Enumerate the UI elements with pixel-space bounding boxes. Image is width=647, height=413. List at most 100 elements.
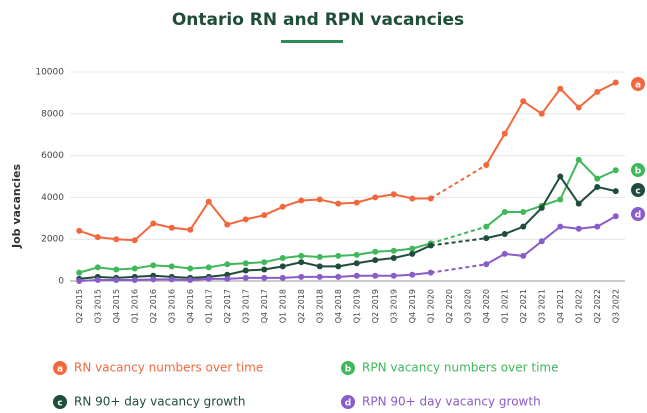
data-point [224, 275, 231, 282]
x-tick-label: Q1 2018 [278, 289, 287, 323]
data-point [76, 227, 83, 234]
data-point [594, 175, 601, 182]
legend-marker [341, 361, 355, 375]
data-point [279, 274, 286, 281]
data-point [353, 260, 360, 267]
series-line [485, 215, 617, 266]
gap-bridge [430, 237, 487, 247]
data-point [261, 259, 268, 266]
data-point [113, 276, 120, 283]
data-point [409, 250, 416, 257]
data-point [224, 261, 231, 268]
series-line [79, 271, 431, 282]
legend-marker [341, 395, 355, 409]
data-point [427, 195, 434, 202]
y-axis-label: Job vacancies [10, 164, 23, 249]
x-tick-label: Q3 2021 [537, 289, 546, 323]
data-point [594, 223, 601, 230]
data-point [168, 224, 175, 231]
data-point [316, 253, 323, 260]
x-tick-label: Q4 2021 [556, 289, 565, 323]
x-tick-label: Q1 2022 [574, 289, 583, 323]
legend-label: RPN vacancy numbers over time [362, 361, 558, 375]
data-point [427, 242, 434, 249]
data-point [242, 260, 249, 267]
end-marker-letter: a [635, 81, 641, 91]
y-tick-label: 2000 [41, 235, 64, 245]
data-point [298, 252, 305, 259]
x-tick-label: Q4 2017 [260, 289, 269, 323]
data-point [594, 183, 601, 190]
data-point [298, 273, 305, 280]
data-point [557, 223, 564, 230]
series-line [78, 242, 432, 274]
x-tick-label: Q4 2018 [334, 289, 343, 323]
legend-marker-letter: c [57, 399, 62, 409]
end-marker-letter: d [635, 211, 641, 221]
x-tick-label: Q4 2015 [112, 289, 121, 323]
data-point [390, 247, 397, 254]
x-tick-label: Q1 2017 [204, 289, 213, 323]
end-marker [631, 183, 645, 197]
x-tick-label: Q2 2020 [445, 289, 454, 323]
x-tick-label: Q3 2022 [611, 289, 620, 323]
data-point [298, 259, 305, 266]
gap-bridge [430, 263, 487, 274]
data-point [483, 162, 490, 169]
data-point [520, 252, 527, 259]
data-point [409, 195, 416, 202]
y-tick-label: 8000 [41, 109, 64, 119]
y-tick-label: 0 [58, 277, 64, 287]
y-tick-label: 6000 [41, 151, 64, 161]
data-point [427, 269, 434, 276]
x-tick-label: Q2 2021 [519, 289, 528, 323]
data-point [335, 263, 342, 270]
data-point [390, 191, 397, 198]
data-point [501, 230, 508, 237]
x-tick-label: Q3 2015 [93, 289, 102, 323]
data-point [520, 223, 527, 230]
data-point [520, 209, 527, 216]
end-marker-letter: b [635, 167, 642, 177]
data-point [168, 263, 175, 270]
series-line [486, 174, 616, 240]
x-tick-label: Q1 2020 [426, 289, 435, 323]
data-point [483, 261, 490, 268]
data-point [76, 269, 83, 276]
data-point [150, 220, 157, 227]
data-point [94, 264, 101, 271]
x-tick-label: Q2 2016 [149, 289, 158, 323]
data-point [316, 263, 323, 270]
data-point [409, 271, 416, 278]
data-point [390, 272, 397, 279]
y-tick-label: 4000 [41, 193, 64, 203]
data-point [483, 223, 490, 230]
data-point [372, 272, 379, 279]
data-point [261, 212, 268, 219]
data-point [242, 274, 249, 281]
data-point [575, 200, 582, 207]
data-point [187, 226, 194, 233]
data-point [353, 272, 360, 279]
series-line [485, 158, 617, 228]
title-underline [281, 40, 343, 43]
legend-marker-letter: a [57, 365, 63, 375]
data-point [279, 263, 286, 270]
data-point [390, 255, 397, 262]
data-point [520, 98, 527, 105]
data-point [298, 197, 305, 204]
data-point [612, 79, 619, 86]
x-tick-label: Q2 2019 [371, 289, 380, 323]
data-point [131, 265, 138, 272]
x-tick-label: Q3 2018 [315, 289, 324, 323]
data-point [575, 225, 582, 232]
legend-marker [53, 361, 67, 375]
data-point [575, 104, 582, 111]
data-point [557, 173, 564, 180]
legend-marker-letter: b [345, 365, 352, 375]
series-line [485, 81, 617, 166]
data-point [594, 88, 601, 95]
data-point [131, 237, 138, 244]
x-tick-label: Q4 2016 [186, 289, 195, 323]
